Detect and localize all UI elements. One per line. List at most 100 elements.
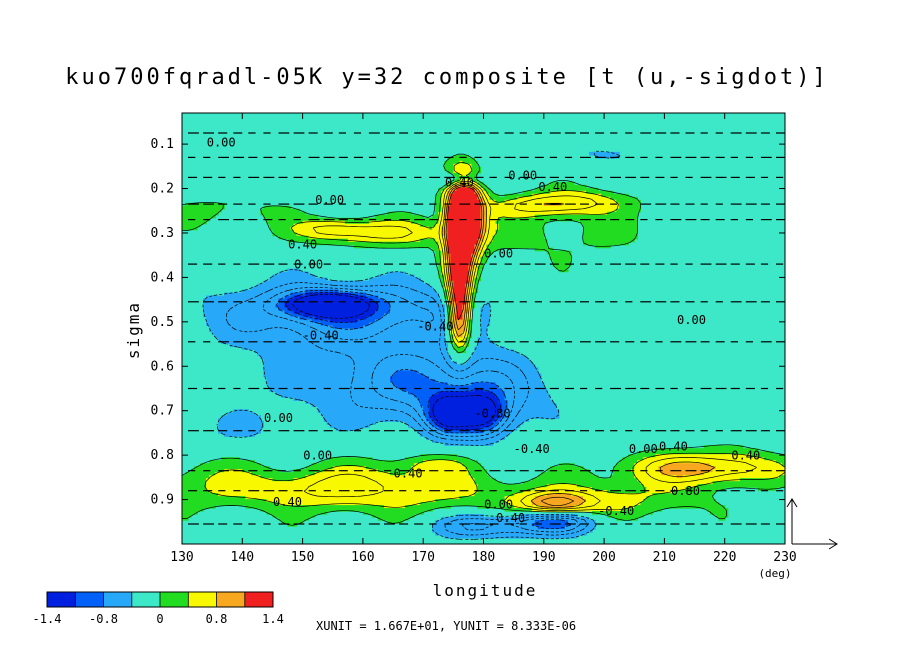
- contour-fill-cell: [305, 466, 334, 470]
- contour-fill-cell: [450, 196, 479, 201]
- contour-fill-cell: [492, 421, 500, 425]
- contour-fill-cell: [471, 355, 527, 360]
- contour-fill-cell: [465, 466, 485, 470]
- contour-fill-cell: [263, 358, 451, 363]
- contour-fill-cell: [390, 376, 430, 380]
- contour-fill-cell: [570, 523, 596, 527]
- contour-fill-cell: [483, 187, 491, 192]
- contour-fill-cell: [706, 508, 729, 512]
- contour-fill-cell: [438, 211, 445, 216]
- wind-vectors: [188, 132, 785, 525]
- contour-fill-cell: [438, 241, 445, 246]
- contour-fill-cell: [438, 268, 442, 273]
- contour-fill-cell: [426, 436, 506, 440]
- contour-fill-cell: [182, 514, 192, 518]
- contour-fill-cell: [498, 400, 509, 404]
- contour-fill-cell: [182, 502, 280, 506]
- contour-fill-cell: [257, 352, 448, 357]
- vector-unit-note: XUNIT = 1.667E+01, YUNIT = 8.333E-06: [316, 619, 576, 633]
- contour-fill-cell: [471, 301, 476, 306]
- contour-fill-cell: [495, 220, 548, 225]
- contour-fill-cell: [483, 388, 503, 392]
- contour-fill-cell: [429, 400, 500, 404]
- contour-fill-cell: [468, 268, 473, 273]
- contour-fill-cell: [218, 493, 476, 497]
- contour-fill-cell: [441, 199, 448, 204]
- contour-fill-cell: [266, 511, 328, 515]
- contour-fill-cell: [498, 223, 545, 228]
- contour-fill-cell: [218, 430, 261, 434]
- contour-line: [204, 162, 785, 512]
- contour-label: 0.40: [273, 495, 302, 509]
- contour-fill-cell: [498, 385, 545, 389]
- contour-fill-cell: [453, 346, 467, 351]
- contour-fill-cell: [182, 511, 198, 515]
- contour-fill-cell: [278, 517, 310, 521]
- contour-fill-cell: [221, 457, 240, 461]
- contour-fill-cell: [492, 391, 506, 395]
- y-tick-label: 0.3: [151, 226, 174, 241]
- contour-fill-cell: [453, 298, 467, 303]
- contour-fill-cell: [203, 310, 286, 315]
- contour-fill-cell: [287, 523, 298, 527]
- contour-fill-cell: [558, 268, 569, 273]
- contour-fill-cell: [474, 280, 479, 285]
- contour-fill-cell: [387, 271, 406, 276]
- contour-fill-cell: [489, 193, 500, 198]
- contour-fill-cell: [441, 277, 445, 282]
- contour-fill-cell: [477, 487, 536, 491]
- contour-fill-cell: [293, 397, 418, 401]
- contour-fill-cell: [616, 517, 638, 521]
- contour-fill-cell: [576, 484, 644, 488]
- contour-fill-cell: [447, 220, 482, 225]
- contour-fill-cell: [495, 232, 545, 237]
- contour-fill-cell: [365, 466, 412, 470]
- contour-fill-cell: [495, 229, 545, 234]
- contour-fill-cell: [390, 304, 445, 309]
- contour-fill-cell: [453, 184, 463, 189]
- contour-fill-cell: [438, 247, 445, 252]
- contour-fill-cell: [290, 313, 304, 318]
- colorbar: -1.4 -0.8 0 0.8 1.4: [33, 591, 284, 626]
- contour-fill-cell: [417, 397, 430, 401]
- contour-fill-cell: [583, 232, 638, 237]
- contour-fill-cell: [613, 469, 632, 473]
- contour-fill-cell: [465, 286, 470, 291]
- contour-fill-cell: [432, 214, 439, 219]
- contour-fill-cell: [492, 235, 545, 240]
- contour-label: 0.00: [264, 411, 293, 425]
- contour-fill-cell: [284, 301, 379, 306]
- contour-line: [445, 186, 483, 321]
- contour-fill-cell: [474, 283, 479, 288]
- contour-fill-cell: [269, 277, 328, 282]
- contour-fill-cell: [287, 238, 349, 243]
- contour-fill-cell: [480, 319, 491, 324]
- contour-fill-cell: [447, 181, 454, 186]
- contour-fill-cell: [489, 196, 518, 201]
- contour-fill-cell: [444, 250, 448, 255]
- contour-fill-cell: [643, 457, 765, 461]
- contour-fill-cell: [182, 205, 225, 210]
- contour-fill-cell: [182, 481, 207, 485]
- contour-fill-cell: [450, 187, 457, 192]
- contour-fill-cell: [447, 157, 476, 162]
- x-tick-label: 220: [713, 550, 736, 565]
- contour-fill-cell: [474, 250, 479, 255]
- contour-fill-cell: [513, 505, 542, 509]
- contour-fill-cell: [432, 226, 442, 231]
- contour-fill-cell: [534, 487, 593, 491]
- contour-fill-cell: [474, 256, 482, 261]
- contour-fill-cell: [477, 271, 482, 276]
- contour-fill-cell: [498, 421, 524, 425]
- contour-fill-cell: [411, 469, 470, 473]
- contour-fill-cell: [444, 241, 448, 246]
- contour-fill-cell: [486, 190, 494, 195]
- contour-fill-cell: [429, 409, 503, 413]
- contour-fill-cell: [471, 475, 491, 479]
- contour-fill-cell: [471, 295, 476, 300]
- contour-fill-cell: [471, 166, 482, 171]
- contour-fill-cell: [643, 484, 699, 488]
- contour-fill-cell: [335, 427, 361, 431]
- contour-fill-cell: [182, 211, 219, 216]
- contour-fill-cell: [260, 508, 433, 512]
